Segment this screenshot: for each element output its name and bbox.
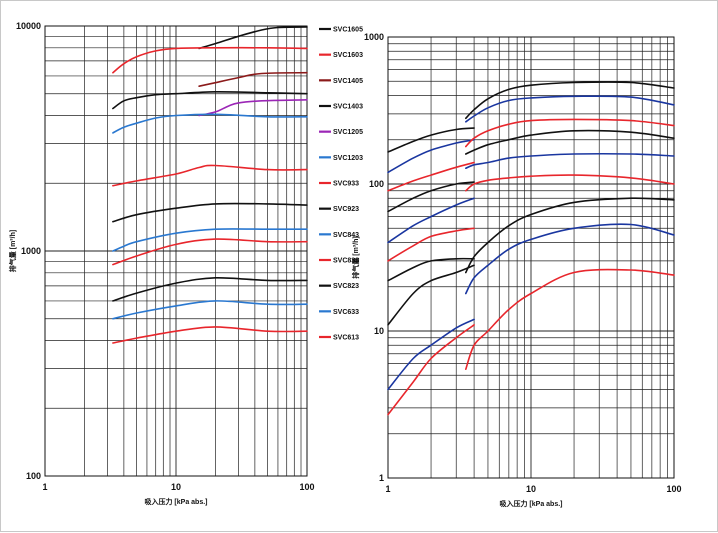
x-tick-label: 10: [526, 484, 536, 494]
series-line-15: [465, 223, 675, 295]
x-axis-label: 吸入压力 [kPa abs.]: [499, 499, 562, 508]
x-tick-label: 10: [171, 482, 181, 492]
series-line-19: [387, 324, 475, 416]
y-tick-label: 100: [369, 179, 384, 189]
legend-label: SVC833: [333, 258, 359, 265]
y-tick-label: 100: [26, 471, 41, 481]
series-line-13: [387, 257, 475, 282]
y-axis-label: 排气量 [m³/h]: [8, 230, 17, 272]
left-chart: 1 10 100 100 1000 10000 吸入压力 [kPa abs.] 排气量 [m³…: [8, 21, 363, 506]
series-line-12: [387, 227, 475, 262]
x-tick-label: 100: [666, 484, 681, 494]
y-tick-label: 1000: [364, 32, 384, 42]
series-line-svc1405: [198, 71, 308, 87]
y-tick-label: 10: [374, 326, 384, 336]
plot-border: [387, 36, 675, 479]
series-line-17: [387, 264, 475, 326]
series-line-6: [465, 118, 675, 148]
series-line-3: [387, 138, 475, 174]
series-line-svc1603: [112, 46, 308, 74]
y-axis-label: 排气量 [m³/h]: [351, 236, 360, 278]
series-line-16: [465, 268, 675, 370]
series-line-8: [387, 181, 475, 213]
legend-label: SVC923: [333, 206, 359, 213]
series-line-svc1205: [198, 99, 308, 117]
series-line-svc613: [112, 326, 308, 344]
series-line-4: [465, 95, 675, 123]
legend-label: SVC1403: [333, 104, 363, 111]
x-tick-label: 100: [299, 482, 314, 492]
series-line-1: [387, 127, 475, 153]
series-line-10: [387, 197, 475, 244]
legend-label: SVC843: [333, 232, 359, 239]
plot-border: [44, 25, 308, 477]
x-axis-label: 吸入压力 [kPa abs.]: [144, 497, 207, 506]
y-tick-label: 10000: [16, 21, 41, 31]
series-line-5: [387, 161, 475, 192]
series-line-svc843: [112, 228, 308, 252]
legend-label: SVC823: [333, 283, 359, 290]
series-line-14: [465, 197, 675, 274]
x-tick-label: 1: [385, 484, 390, 494]
y-tick-label: 1000: [21, 246, 41, 256]
series-line-svc1203: [112, 113, 308, 134]
series-line-2: [465, 81, 675, 120]
series-line-svc933: [112, 164, 308, 187]
series-line-svc833: [112, 238, 308, 266]
series-line-svc1403: [112, 90, 308, 110]
legend-label: SVC1203: [333, 155, 363, 162]
series-line-7: [465, 129, 675, 155]
legend-label: SVC613: [333, 335, 359, 342]
series-line-svc1605: [198, 26, 308, 50]
legend-label: SVC1603: [333, 52, 363, 59]
y-tick-label: 1: [379, 473, 384, 483]
legend-label: SVC1605: [333, 27, 363, 34]
right-chart: 1 10 100 1 10 100 1000 吸入压力 [kPa abs.] 排气量 [m³/h…: [351, 32, 682, 508]
series-line-svc633: [112, 300, 308, 320]
legend-label: SVC1405: [333, 78, 363, 85]
legend-label: SVC1205: [333, 129, 363, 136]
legend-label: SVC933: [333, 181, 359, 188]
legend-label: SVC633: [333, 309, 359, 316]
series-line-11: [465, 174, 675, 192]
series-line-18: [387, 318, 475, 391]
series-line-svc823: [112, 276, 308, 302]
series-line-svc923: [112, 202, 308, 223]
x-tick-label: 1: [42, 482, 47, 492]
series-line-9: [465, 152, 675, 169]
